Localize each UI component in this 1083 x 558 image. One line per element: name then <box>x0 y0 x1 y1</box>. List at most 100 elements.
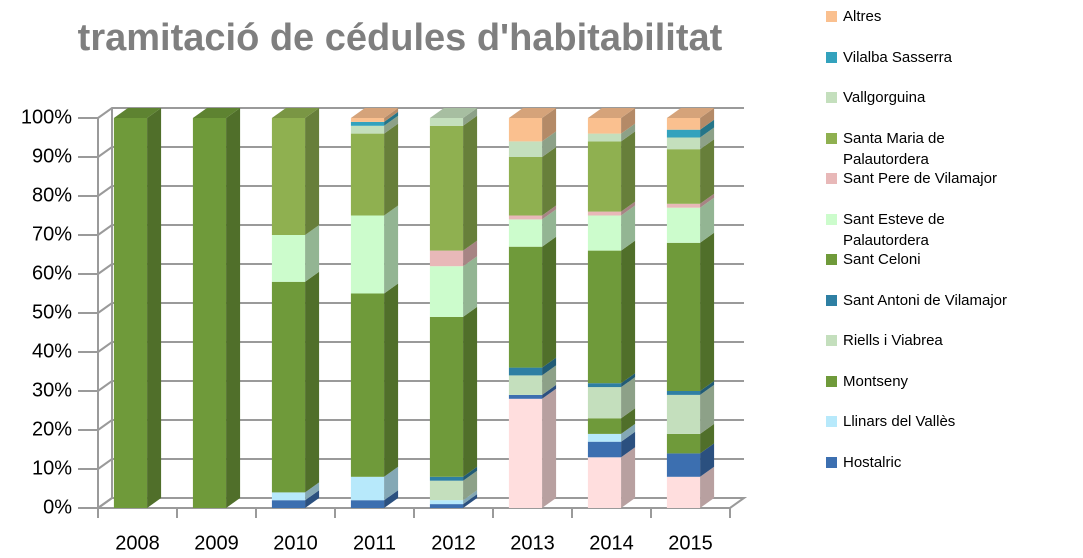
bar-segment <box>666 129 701 138</box>
bar-segment <box>508 394 543 399</box>
x-tick-label: 2013 <box>510 532 555 554</box>
y-tick-label: 50% <box>32 301 72 323</box>
chart-title: tramitació de cédules d'habitabilitat <box>78 17 723 59</box>
bar-side <box>700 466 715 508</box>
bar-top <box>350 108 399 118</box>
legend-swatch <box>826 173 837 184</box>
bar-side <box>542 205 557 220</box>
y-tick-label: 80% <box>32 184 72 206</box>
legend-item: Sant Antoni de Vilamajor <box>826 290 1033 311</box>
bar-side <box>621 131 636 212</box>
bar-segment <box>508 141 543 157</box>
bar-segment <box>587 211 622 216</box>
y-tick-label: 90% <box>32 145 72 167</box>
bar-side <box>542 236 557 368</box>
y-tick-label: 0% <box>43 496 72 518</box>
legend-item: Riells i Viabrea <box>826 330 1033 351</box>
legend-label: Sant Antoni de Vilamajor <box>843 291 1007 309</box>
legend-item: Santa Maria de Palautordera <box>826 128 1033 170</box>
legend-label: Vilalba Sasserra <box>843 48 952 66</box>
bar-segment <box>587 118 622 134</box>
bar-side <box>542 147 557 216</box>
bar-segment <box>350 133 385 216</box>
bar-segment <box>508 398 543 508</box>
bar-side <box>384 111 399 126</box>
legend-label: Llinars del Vallès <box>843 413 956 430</box>
bar-segment <box>508 367 543 376</box>
x-tick-label: 2008 <box>115 532 160 554</box>
bar-top <box>429 108 478 118</box>
bar-side <box>384 205 399 294</box>
bar-segment <box>587 133 622 142</box>
bar-segment <box>350 500 385 508</box>
bar-segment <box>587 433 622 442</box>
x-tick-label: 2010 <box>273 532 318 554</box>
bar-segment <box>666 203 701 208</box>
legend-swatch <box>826 51 837 63</box>
bar-side <box>542 357 557 376</box>
bar-segment <box>666 118 701 130</box>
bar-side <box>621 423 636 442</box>
bar-side <box>542 108 557 142</box>
legend-label: Vallgorguina <box>843 89 926 106</box>
legend-swatch <box>826 132 837 144</box>
x-tick-label: 2009 <box>194 532 239 554</box>
bar-side <box>700 108 715 130</box>
bar-side <box>700 423 715 454</box>
bar-side <box>542 365 557 395</box>
legend-item: Sant Esteve de Palautordera <box>826 209 1033 251</box>
bar-segment <box>429 504 464 508</box>
bar-segment <box>192 118 227 508</box>
bar-segment <box>666 476 701 508</box>
bar-side <box>621 201 636 216</box>
bar-top <box>508 108 557 118</box>
bar-segment <box>508 215 543 220</box>
bar-side <box>147 108 162 508</box>
bar-side <box>542 384 557 399</box>
x-tick-label: 2015 <box>668 532 713 554</box>
bar-side <box>542 209 557 247</box>
bar-side <box>463 115 478 251</box>
bar-segment <box>587 141 622 212</box>
bar-segment <box>587 441 622 458</box>
bar-segment <box>350 476 385 501</box>
y-tick-label: 100% <box>21 106 72 128</box>
bar-side <box>700 197 715 243</box>
bar-side <box>463 490 478 505</box>
chart: tramitació de cédules d'habitabilitat 0%… <box>21 17 748 554</box>
legend-swatch <box>826 294 837 306</box>
bar-segment <box>271 281 306 493</box>
bar-top <box>666 108 715 118</box>
bar-segment <box>666 394 701 434</box>
bar-side <box>305 271 320 493</box>
bar-side <box>621 240 636 384</box>
bar-side <box>463 494 478 508</box>
bar-top <box>271 108 320 118</box>
bar-segment <box>587 250 622 384</box>
bar-side <box>700 384 715 434</box>
bar-side <box>384 466 399 501</box>
legend-item: Montseny <box>826 371 1033 392</box>
legend-label: Hostalric <box>843 453 902 471</box>
y-tick-label: 60% <box>32 262 72 284</box>
legend-swatch <box>826 254 837 265</box>
bar-segment <box>271 500 306 508</box>
legend-swatch <box>826 456 837 468</box>
grid-line <box>97 107 744 119</box>
legend-label: Sant Celoni <box>843 251 921 268</box>
bar-segment <box>666 137 701 150</box>
bar-segment <box>587 383 622 388</box>
bar-side <box>700 127 715 150</box>
bar-side <box>384 123 399 216</box>
bar-side <box>463 470 478 501</box>
bar-segment <box>508 118 543 142</box>
legend-swatch <box>826 335 837 346</box>
bar-segment <box>429 250 464 267</box>
bar-side <box>621 431 636 458</box>
bar-segment <box>429 500 464 505</box>
x-tick-label: 2012 <box>431 532 476 554</box>
legend-swatch <box>826 375 837 387</box>
legend-label: Altres <box>843 8 882 25</box>
bar-side <box>621 447 636 508</box>
bar-side <box>463 306 478 477</box>
